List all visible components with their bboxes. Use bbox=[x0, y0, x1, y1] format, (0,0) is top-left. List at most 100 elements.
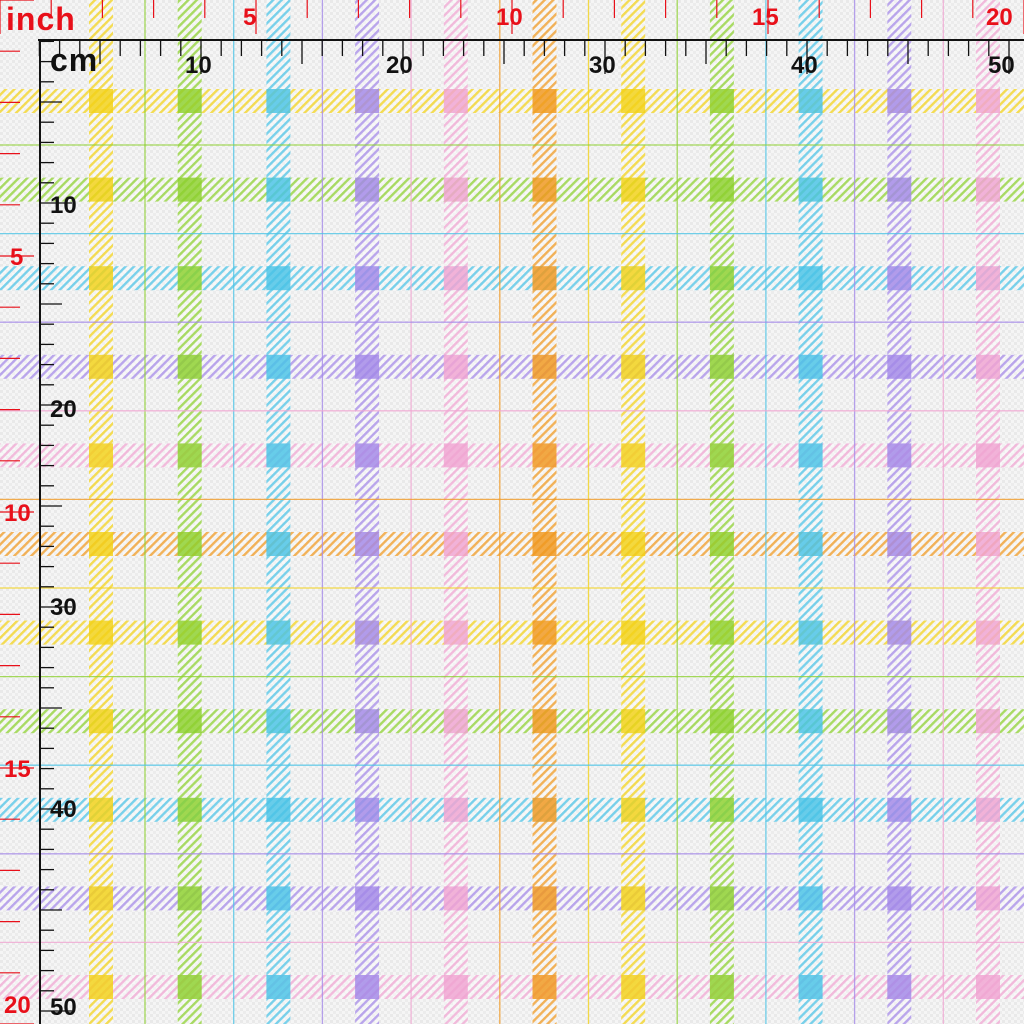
check-block bbox=[798, 709, 823, 734]
horizontal-stripes bbox=[0, 89, 1024, 999]
check-block bbox=[177, 443, 202, 468]
check-block bbox=[709, 975, 734, 999]
cm-top-label: 50 bbox=[988, 52, 1015, 79]
vertical-stripe bbox=[177, 0, 202, 1024]
vertical-stripe bbox=[798, 0, 823, 1024]
check-block bbox=[709, 266, 734, 291]
check-block bbox=[976, 89, 1000, 113]
cm-top-label: 10 bbox=[185, 52, 212, 79]
check-block bbox=[976, 266, 1000, 291]
horizontal-stripe bbox=[0, 89, 1024, 113]
check-block bbox=[443, 709, 468, 734]
check-block bbox=[798, 797, 823, 822]
check-block bbox=[177, 797, 202, 822]
check-block bbox=[532, 532, 557, 556]
check-block bbox=[709, 354, 734, 379]
check-block bbox=[887, 975, 912, 999]
check-block bbox=[532, 354, 557, 379]
vertical-stripe bbox=[887, 0, 912, 1024]
vertical-stripe bbox=[709, 0, 734, 1024]
vertical-stripe bbox=[621, 0, 646, 1024]
check-block bbox=[976, 709, 1000, 734]
check-block bbox=[621, 177, 646, 202]
check-block bbox=[89, 886, 113, 911]
cm-top-label: 20 bbox=[386, 52, 413, 79]
check-block bbox=[709, 709, 734, 734]
check-block bbox=[266, 266, 291, 291]
check-block bbox=[443, 266, 468, 291]
check-block bbox=[887, 797, 912, 822]
check-block bbox=[709, 620, 734, 645]
check-block bbox=[266, 709, 291, 734]
inch-top-label: 5 bbox=[243, 4, 257, 31]
check-block bbox=[355, 443, 380, 468]
check-block bbox=[177, 89, 202, 113]
horizontal-stripe bbox=[0, 354, 1024, 379]
check-block bbox=[89, 89, 113, 113]
check-block bbox=[89, 975, 113, 999]
check-block bbox=[177, 709, 202, 734]
cm-left-label: 30 bbox=[50, 594, 77, 621]
check-block bbox=[532, 266, 557, 291]
check-block bbox=[89, 620, 113, 645]
check-block bbox=[798, 354, 823, 379]
horizontal-stripe bbox=[0, 620, 1024, 645]
check-block bbox=[887, 266, 912, 291]
check-block bbox=[532, 177, 557, 202]
check-block bbox=[532, 620, 557, 645]
check-block bbox=[621, 532, 646, 556]
check-block bbox=[709, 532, 734, 556]
check-block bbox=[355, 886, 380, 911]
vertical-stripe bbox=[89, 0, 113, 1024]
check-block bbox=[89, 709, 113, 734]
check-block bbox=[355, 620, 380, 645]
check-block bbox=[443, 886, 468, 911]
cm-left-label: 20 bbox=[50, 396, 77, 423]
check-block bbox=[976, 443, 1000, 468]
check-block bbox=[532, 975, 557, 999]
check-block bbox=[355, 532, 380, 556]
check-block bbox=[976, 354, 1000, 379]
check-block bbox=[355, 89, 380, 113]
check-block bbox=[709, 886, 734, 911]
check-block bbox=[532, 709, 557, 734]
check-block bbox=[887, 89, 912, 113]
check-block bbox=[443, 975, 468, 999]
check-block bbox=[89, 532, 113, 556]
check-block bbox=[443, 177, 468, 202]
check-block bbox=[621, 266, 646, 291]
check-block bbox=[355, 177, 380, 202]
check-block bbox=[887, 532, 912, 556]
check-block bbox=[355, 975, 380, 999]
check-block bbox=[709, 443, 734, 468]
check-block bbox=[177, 620, 202, 645]
check-block bbox=[443, 532, 468, 556]
vertical-stripe bbox=[532, 0, 557, 1024]
check-block bbox=[887, 177, 912, 202]
check-block bbox=[798, 975, 823, 999]
check-block bbox=[532, 886, 557, 911]
check-block bbox=[798, 620, 823, 645]
inch-top-label: 10 bbox=[496, 4, 523, 31]
check-block bbox=[976, 797, 1000, 822]
check-block bbox=[177, 886, 202, 911]
check-block bbox=[887, 354, 912, 379]
check-block bbox=[621, 443, 646, 468]
cm-left-label: 50 bbox=[50, 994, 77, 1021]
check-block bbox=[266, 886, 291, 911]
check-block bbox=[443, 354, 468, 379]
check-block bbox=[798, 443, 823, 468]
check-block bbox=[355, 797, 380, 822]
check-block bbox=[976, 886, 1000, 911]
check-block bbox=[976, 975, 1000, 999]
check-block bbox=[89, 354, 113, 379]
check-block bbox=[621, 620, 646, 645]
check-block bbox=[798, 266, 823, 291]
check-block bbox=[887, 709, 912, 734]
cm-left-label: 10 bbox=[50, 192, 77, 219]
inch-left-label: 20 bbox=[4, 992, 31, 1019]
check-block bbox=[709, 177, 734, 202]
